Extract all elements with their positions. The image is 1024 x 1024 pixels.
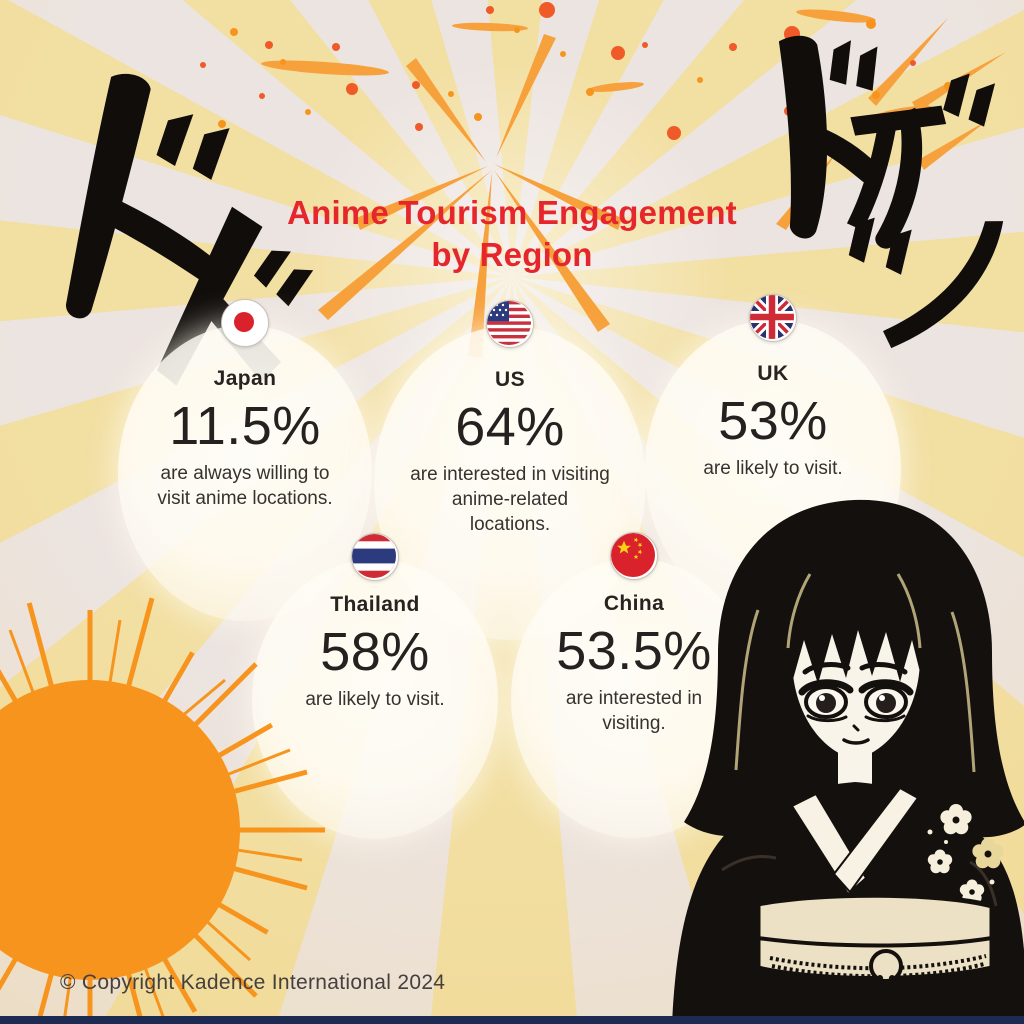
title-line-2: by Region xyxy=(431,235,593,273)
copyright-text: © Copyright Kadence International 2024 xyxy=(60,971,446,994)
country-label: China xyxy=(603,592,665,615)
stat-circle-thailand: Thailand 58% are likely to visit. xyxy=(252,533,498,839)
stat-value: 11.5% xyxy=(169,396,321,456)
stat-description: are always willing to visit anime locati… xyxy=(157,462,333,509)
country-label: Thailand xyxy=(330,593,420,616)
stat-value: 53.5% xyxy=(556,621,712,681)
stat-description: are likely to visit. xyxy=(305,688,445,710)
us-flag-icon xyxy=(486,300,534,348)
stat-value: 58% xyxy=(320,622,430,682)
title-line-1: Anime Tourism Engagement xyxy=(287,194,737,231)
page-title: Anime Tourism Engagement by Region xyxy=(0,192,1024,275)
stat-circle-china: China 53.5% are interested in visiting. xyxy=(511,532,757,838)
bottom-navy-bar xyxy=(0,1016,1024,1024)
stat-description: are interested in visiting. xyxy=(565,687,703,734)
china-flag-icon xyxy=(610,532,658,580)
stat-value: 64% xyxy=(455,397,565,457)
stat-value: 53% xyxy=(718,391,828,451)
country-label: US xyxy=(495,368,525,391)
japan-flag-icon xyxy=(221,299,269,347)
stat-description: are likely to visit. xyxy=(703,457,843,479)
uk-flag-icon xyxy=(749,294,797,342)
country-label: Japan xyxy=(213,367,277,390)
thailand-flag-icon xyxy=(351,533,399,581)
stat-description: are interested in visiting anime-related… xyxy=(410,463,610,535)
country-label: UK xyxy=(757,362,789,385)
